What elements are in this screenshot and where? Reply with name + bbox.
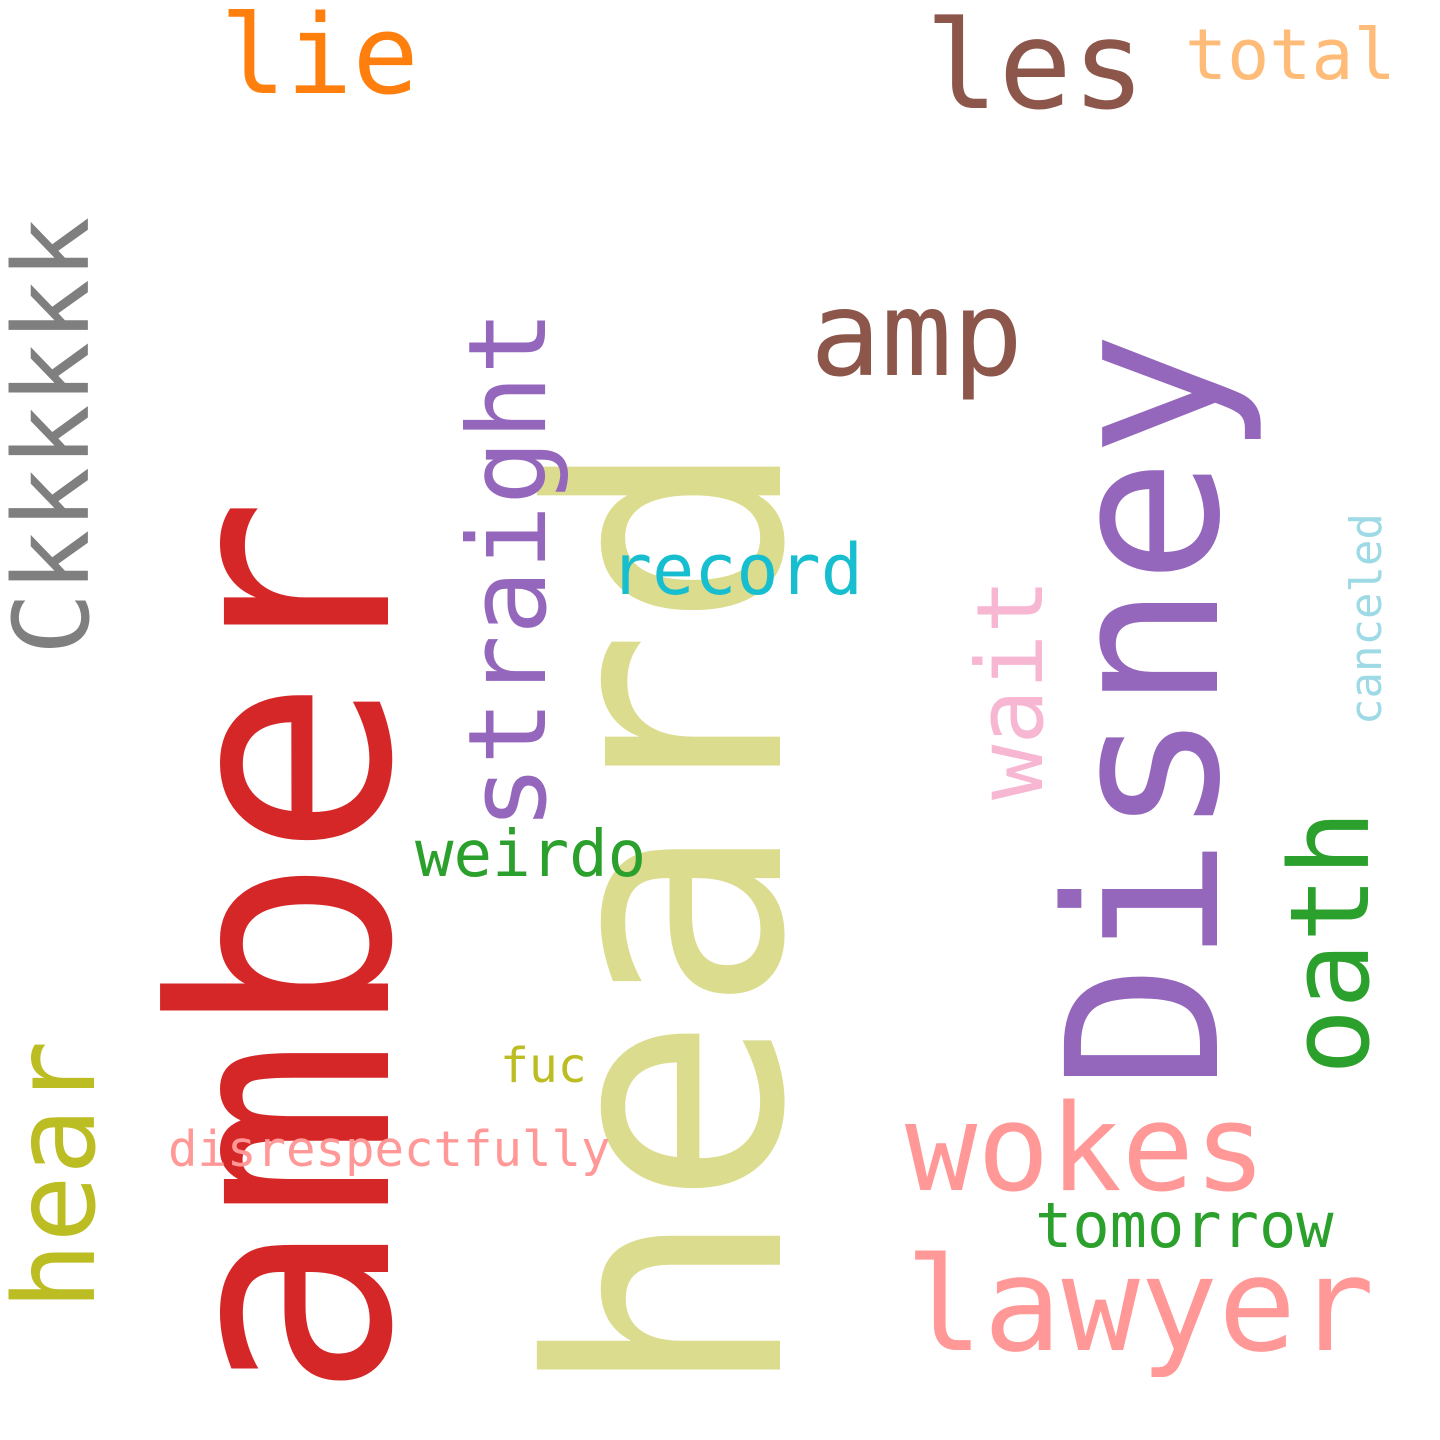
word-total: total: [1185, 14, 1396, 96]
word-disney: Disney: [1022, 331, 1267, 1090]
word-disrespectfully: disrespectfully: [168, 1121, 611, 1178]
word-ckkkkkk: Ckkkkkk: [0, 216, 113, 655]
word-fuc: fuc: [500, 1038, 587, 1094]
word-straight: straight: [446, 309, 571, 830]
word-amp: amp: [810, 265, 1024, 403]
word-record: record: [610, 529, 863, 611]
word-canceled: canceled: [1341, 513, 1392, 725]
word-lie: lie: [220, 0, 419, 119]
word-lawyer: lawyer: [905, 1229, 1375, 1381]
word-les: les: [925, 0, 1146, 137]
word-weirdo: weirdo: [415, 818, 647, 892]
word-oath: oath: [1266, 810, 1394, 1075]
word-wokes: wokes: [905, 1080, 1267, 1219]
word-wait: wait: [957, 578, 1064, 800]
word-hear: hear: [0, 1040, 121, 1310]
word-tomorrow: tomorrow: [1035, 1189, 1334, 1262]
word-amber: amber: [110, 496, 459, 1400]
